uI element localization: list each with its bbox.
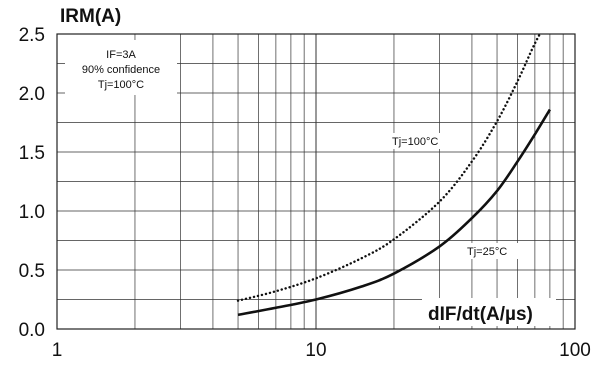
series-layer (236, 34, 552, 317)
x-axis-title: dIF/dt(A/µs) (428, 304, 533, 325)
y-tick-label: 0.5 (19, 261, 45, 282)
x-tick-label: 100 (559, 340, 591, 361)
condition-line-1: IF=3A (106, 49, 136, 61)
series-label-tj25: Tj=25°C (467, 246, 507, 258)
series-group (236, 34, 552, 317)
y-axis-title: IRM(A) (60, 6, 121, 27)
condition-box: IF=3A 90% confidence Tj=100°C (65, 40, 177, 95)
series-label-bg-tj25 (464, 243, 526, 259)
y-tick-label: 2.0 (19, 84, 45, 105)
series-line-tj25 (237, 108, 552, 317)
x-tick-labels: 1 10 100 (52, 340, 591, 361)
y-tick-label: 0.0 (19, 320, 45, 341)
x-tick-label: 10 (305, 340, 326, 361)
y-tick-labels: 0.0 0.5 1.0 1.5 2.0 2.5 (19, 25, 45, 341)
series-label-bg-tj100 (389, 133, 461, 149)
series-label-tj100: Tj=100°C (392, 136, 438, 148)
y-tick-label: 1.0 (19, 202, 45, 223)
series-line-tj100 (236, 34, 542, 302)
y-tick-label: 1.5 (19, 143, 45, 164)
y-tick-label: 2.5 (19, 25, 45, 46)
condition-box-background (65, 40, 177, 95)
condition-line-3: Tj=100°C (98, 79, 144, 91)
x-tick-label: 1 (52, 340, 63, 361)
plot-frame (56, 33, 576, 330)
x-axis-title-background (422, 298, 556, 326)
condition-line-2: 90% confidence (82, 64, 160, 76)
